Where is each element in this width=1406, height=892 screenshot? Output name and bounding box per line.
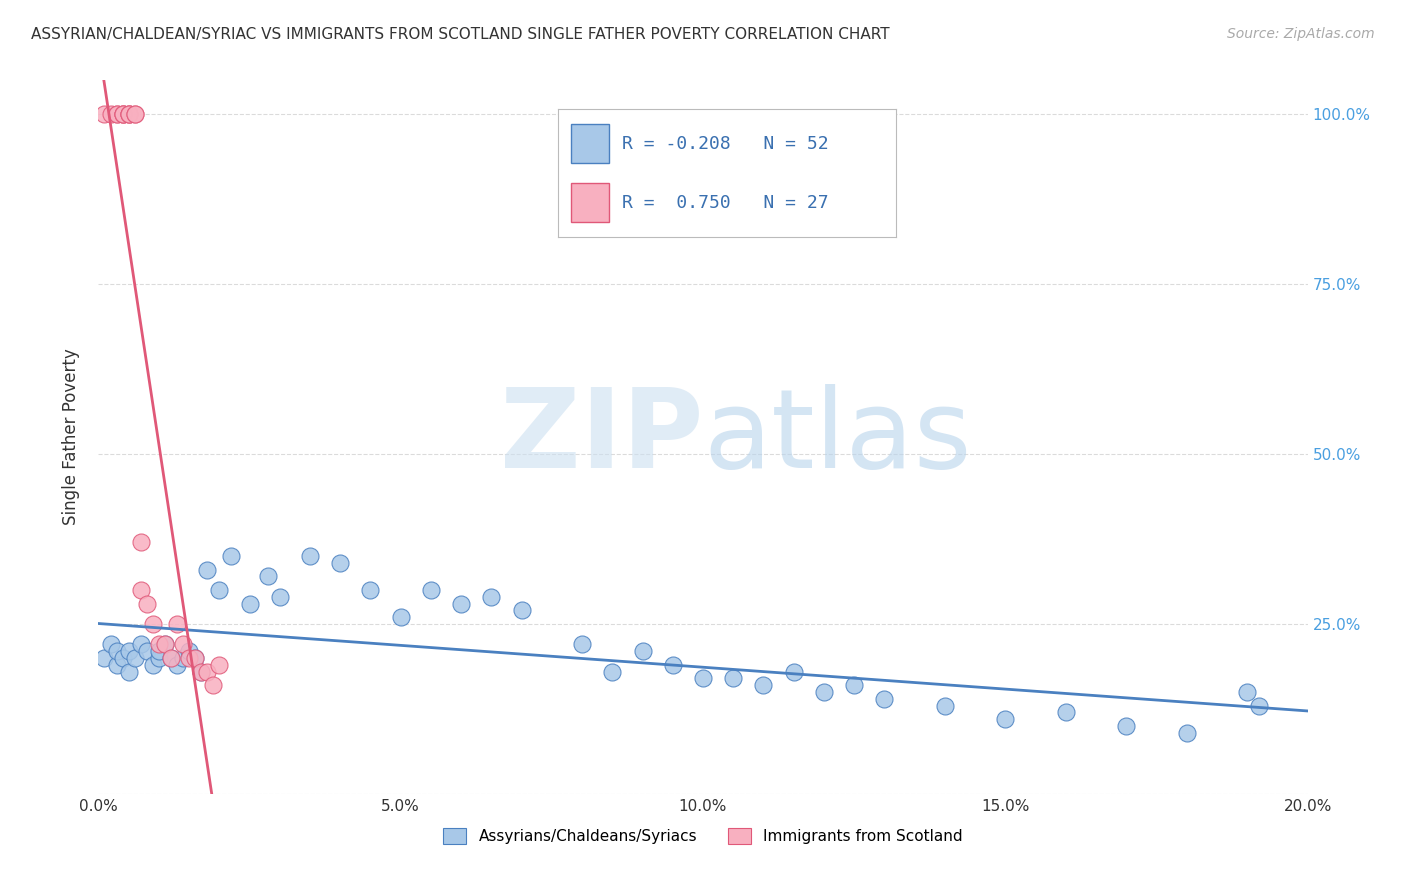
Text: atlas: atlas xyxy=(703,384,972,491)
Point xyxy=(1175,725,1198,739)
Point xyxy=(179,651,201,665)
Point xyxy=(723,671,745,685)
Point xyxy=(100,107,122,121)
Point xyxy=(166,657,188,672)
Point xyxy=(571,637,593,651)
Point xyxy=(208,657,231,672)
Point xyxy=(129,535,152,549)
Point xyxy=(100,637,122,651)
Point xyxy=(105,657,128,672)
Point xyxy=(160,651,183,665)
Point xyxy=(208,582,231,597)
Point xyxy=(256,569,278,583)
Point xyxy=(135,597,157,611)
Point xyxy=(129,637,152,651)
Point xyxy=(142,657,165,672)
Point xyxy=(602,665,624,679)
Point xyxy=(124,107,146,121)
Point xyxy=(1249,698,1271,713)
Point xyxy=(299,549,322,563)
Point xyxy=(148,644,170,658)
Point xyxy=(172,651,194,665)
Point xyxy=(329,556,352,570)
Point xyxy=(481,590,503,604)
Point xyxy=(111,107,134,121)
Point xyxy=(221,549,243,563)
Point xyxy=(105,644,128,658)
Point xyxy=(190,665,212,679)
Point xyxy=(129,582,152,597)
Point xyxy=(692,671,714,685)
Point xyxy=(934,698,956,713)
Point xyxy=(93,651,115,665)
Point xyxy=(631,644,654,658)
Point xyxy=(111,651,134,665)
Point xyxy=(195,665,218,679)
Point xyxy=(844,678,866,692)
Point xyxy=(752,678,775,692)
Point xyxy=(166,617,188,632)
Point xyxy=(1054,706,1077,720)
Text: Source: ZipAtlas.com: Source: ZipAtlas.com xyxy=(1227,27,1375,41)
Point xyxy=(184,651,207,665)
Point xyxy=(389,610,412,624)
Point xyxy=(124,107,146,121)
Point xyxy=(111,107,134,121)
Point xyxy=(118,644,141,658)
Point xyxy=(105,107,128,121)
Point xyxy=(1115,719,1137,733)
Point xyxy=(153,637,176,651)
Text: ASSYRIAN/CHALDEAN/SYRIAC VS IMMIGRANTS FROM SCOTLAND SINGLE FATHER POVERTY CORRE: ASSYRIAN/CHALDEAN/SYRIAC VS IMMIGRANTS F… xyxy=(31,27,890,42)
Point xyxy=(118,107,141,121)
Point xyxy=(118,665,141,679)
Text: ZIP: ZIP xyxy=(499,384,703,491)
Point xyxy=(195,563,218,577)
Point xyxy=(202,678,225,692)
Point xyxy=(450,597,472,611)
Point xyxy=(269,590,291,604)
Point xyxy=(994,712,1017,726)
Point xyxy=(1236,685,1258,699)
Point xyxy=(190,665,212,679)
Point xyxy=(135,644,157,658)
Point xyxy=(360,582,382,597)
Point xyxy=(124,651,146,665)
Legend: Assyrians/Chaldeans/Syriacs, Immigrants from Scotland: Assyrians/Chaldeans/Syriacs, Immigrants … xyxy=(437,822,969,850)
Point xyxy=(142,617,165,632)
Point xyxy=(118,107,141,121)
Point xyxy=(172,637,194,651)
Point xyxy=(148,651,170,665)
Point xyxy=(118,107,141,121)
Point xyxy=(148,637,170,651)
Point xyxy=(783,665,806,679)
Point xyxy=(105,107,128,121)
Point xyxy=(813,685,835,699)
Point xyxy=(111,107,134,121)
Point xyxy=(93,107,115,121)
Point xyxy=(420,582,443,597)
Point xyxy=(873,691,896,706)
Point xyxy=(153,637,176,651)
Point xyxy=(179,644,201,658)
Point xyxy=(661,657,683,672)
Point xyxy=(239,597,262,611)
Point xyxy=(184,651,207,665)
Point xyxy=(510,603,533,617)
Point xyxy=(160,651,183,665)
Y-axis label: Single Father Poverty: Single Father Poverty xyxy=(62,349,80,525)
